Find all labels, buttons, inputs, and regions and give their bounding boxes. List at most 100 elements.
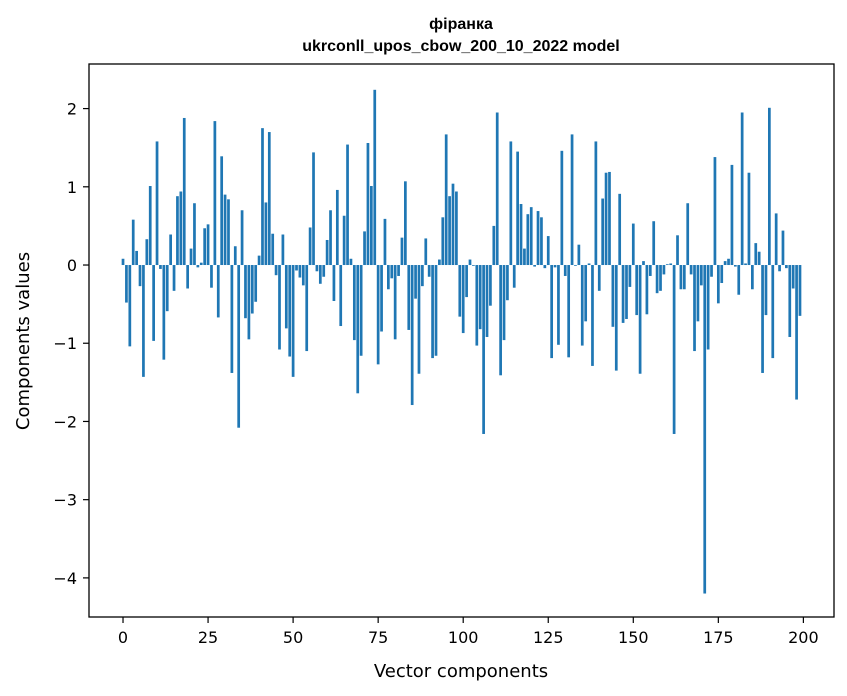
bar: [301, 265, 305, 286]
bar: [329, 210, 332, 266]
bar: [421, 265, 424, 287]
bar: [227, 199, 230, 266]
bar: [686, 203, 690, 266]
bar: [737, 265, 741, 295]
bar: [125, 265, 128, 303]
bar: [506, 265, 509, 301]
bar: [689, 265, 693, 275]
y-tick-label: −2: [53, 412, 77, 431]
bar: [312, 152, 315, 266]
bar: [785, 265, 788, 269]
bar: [693, 265, 696, 352]
bar: [577, 244, 581, 266]
bar: [652, 221, 656, 266]
bar: [682, 265, 686, 290]
bar: [172, 265, 176, 291]
bar: [414, 265, 417, 299]
bar: [376, 265, 380, 365]
x-tick-label: 75: [368, 628, 388, 647]
plot-frame: [88, 63, 835, 618]
bar: [648, 265, 652, 276]
y-tick-label: −1: [53, 334, 77, 353]
bar: [274, 265, 278, 276]
bar: [645, 265, 649, 315]
y-tick-label: −4: [53, 569, 77, 588]
bar: [369, 186, 373, 266]
bar: [635, 265, 639, 316]
bar: [410, 265, 414, 406]
y-axis-label: Components values: [13, 252, 34, 430]
bar: [465, 265, 468, 298]
bar: [744, 263, 747, 266]
bar: [699, 265, 703, 286]
bar: [346, 144, 349, 266]
bar: [390, 265, 394, 279]
bar: [563, 265, 567, 276]
bar: [186, 265, 190, 289]
bar: [625, 265, 628, 319]
bar: [400, 237, 404, 266]
bar: [230, 265, 234, 373]
bar: [730, 164, 734, 266]
bar: [335, 189, 339, 266]
x-tick-label: 125: [533, 628, 564, 647]
bar: [233, 246, 237, 266]
bar: [495, 112, 499, 266]
bar: [145, 239, 149, 266]
bar: [434, 265, 438, 356]
bar: [152, 265, 155, 341]
bar: [723, 261, 727, 266]
bar: [182, 117, 186, 266]
bar: [193, 203, 196, 266]
bar: [710, 265, 713, 277]
bar: [621, 265, 625, 323]
bar: [638, 265, 642, 374]
bar: [332, 265, 336, 301]
bar: [584, 265, 588, 322]
bar: [523, 248, 526, 266]
bar: [189, 248, 193, 266]
x-tick-label: 50: [283, 628, 303, 647]
bar: [223, 194, 227, 266]
bar: [271, 233, 275, 266]
bar: [325, 239, 329, 266]
bar: [628, 265, 632, 287]
bar: [322, 265, 326, 277]
bar: [574, 265, 577, 266]
bar: [614, 265, 618, 371]
bar: [451, 183, 455, 266]
bar: [512, 265, 516, 288]
bar: [363, 231, 366, 266]
bar: [165, 265, 169, 312]
bar: [594, 141, 598, 266]
bar: [407, 265, 411, 330]
bar: [768, 107, 771, 266]
bar: [526, 214, 530, 266]
bar: [597, 265, 601, 291]
bar: [546, 236, 550, 266]
bar: [662, 265, 666, 275]
bar: [489, 265, 492, 306]
bar: [543, 265, 547, 269]
bar: [380, 265, 383, 332]
bar: [427, 265, 431, 277]
bar: [431, 265, 434, 359]
bar: [570, 134, 574, 266]
bar: [203, 228, 207, 266]
bar: [216, 265, 220, 318]
bar: [267, 132, 271, 266]
bar: [298, 265, 302, 278]
bar: [206, 224, 210, 266]
bar: [761, 265, 764, 373]
bar: [278, 265, 281, 350]
y-axis-ticks: −4 −3 −2 −1 0 1 2: [53, 100, 89, 588]
bar: [213, 121, 217, 266]
bar: [669, 263, 673, 266]
bars-group: [121, 89, 802, 594]
bar: [676, 235, 679, 266]
bar: [264, 202, 268, 266]
bar: [237, 265, 241, 428]
bar: [142, 265, 145, 377]
bar: [121, 258, 125, 266]
bar: [482, 265, 485, 434]
